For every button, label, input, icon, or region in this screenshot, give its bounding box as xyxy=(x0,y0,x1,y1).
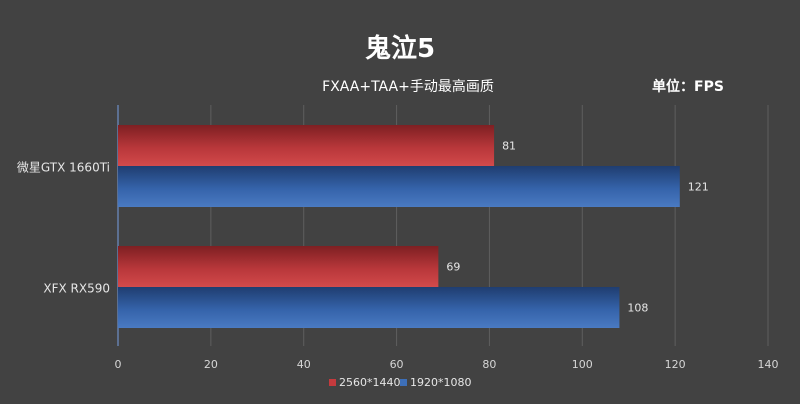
data-label: 81 xyxy=(502,140,516,153)
bar-2560*1440-XFX RX590 xyxy=(118,246,439,287)
bar-2560*1440-微星GTX 1660Ti xyxy=(118,125,495,166)
data-label: 108 xyxy=(627,302,648,315)
legend: 2560*1440 1920*1080 xyxy=(329,376,472,389)
x-tick-label: 100 xyxy=(572,358,593,371)
x-tick-labels: 0 20 40 60 80 100 120 140 xyxy=(115,358,779,371)
x-tick-label: 120 xyxy=(665,358,686,371)
legend-swatch-2560 xyxy=(329,379,336,386)
x-tick-label: 20 xyxy=(204,358,218,371)
bar-1920*1080-微星GTX 1660Ti xyxy=(118,166,680,207)
data-label: 121 xyxy=(688,181,709,194)
x-tick-label: 140 xyxy=(758,358,779,371)
bar-1920*1080-XFX RX590 xyxy=(118,287,620,328)
x-tick-label: 80 xyxy=(482,358,496,371)
x-tick-label: 0 xyxy=(115,358,122,371)
unit-label: 单位：FPS xyxy=(652,78,724,95)
data-label: 69 xyxy=(446,261,460,274)
category-labels: 微星GTX 1660Ti XFX RX590 xyxy=(17,161,110,296)
legend-swatch-1920 xyxy=(400,379,407,386)
legend-label-1920: 1920*1080 xyxy=(410,376,472,389)
chart-title: 鬼泣5 xyxy=(365,33,435,64)
bars xyxy=(118,125,680,328)
chart-subtitle: FXAA+TAA+手动最高画质 xyxy=(322,78,494,95)
category-label: XFX RX590 xyxy=(43,282,110,296)
category-label: 微星GTX 1660Ti xyxy=(17,161,110,175)
legend-label-2560: 2560*1440 xyxy=(339,376,401,389)
x-tick-label: 60 xyxy=(390,358,404,371)
x-tick-label: 40 xyxy=(297,358,311,371)
data-labels: 81 121 69 108 xyxy=(446,140,708,315)
